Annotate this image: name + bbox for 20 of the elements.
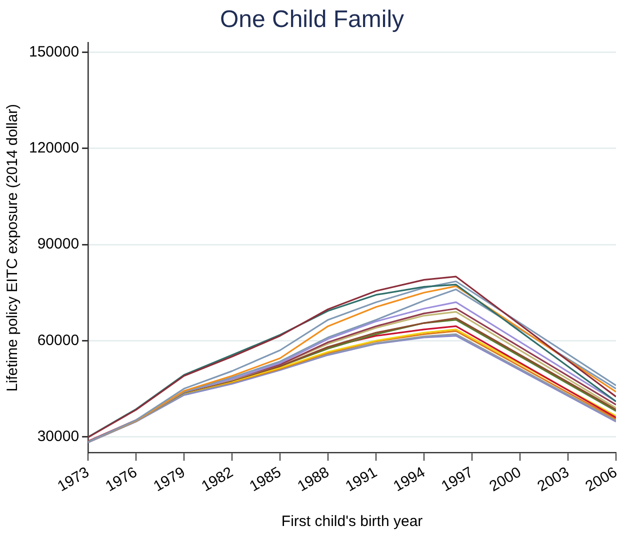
x-tick-label: 1991 — [342, 464, 380, 496]
x-tick-label: 1985 — [246, 464, 284, 496]
y-tick-label: 120000 — [28, 140, 80, 157]
y-tick-label: 60000 — [37, 332, 80, 349]
x-tick-label: 2003 — [534, 464, 572, 496]
x-tick-label: 1988 — [294, 464, 332, 496]
x-tick-label: 1997 — [438, 464, 476, 496]
y-tick-label: 90000 — [37, 236, 80, 253]
x-tick-label: 1994 — [390, 464, 428, 496]
x-tick-label: 1976 — [102, 464, 140, 496]
x-tick-label: 1979 — [150, 464, 188, 496]
y-tick-label: 30000 — [37, 428, 80, 445]
x-tick-label: 2006 — [582, 464, 620, 496]
chart-title: One Child Family — [220, 6, 404, 34]
x-tick-label: 2000 — [486, 464, 524, 496]
y-axis-title: Lifetime policy EITC exposure (2014 dollar) — [4, 104, 22, 392]
x-tick-label: 1982 — [198, 464, 236, 496]
y-tick-label: 150000 — [28, 44, 80, 61]
x-axis-title: First child's birth year — [281, 513, 423, 530]
x-tick-label: 1973 — [54, 464, 92, 496]
